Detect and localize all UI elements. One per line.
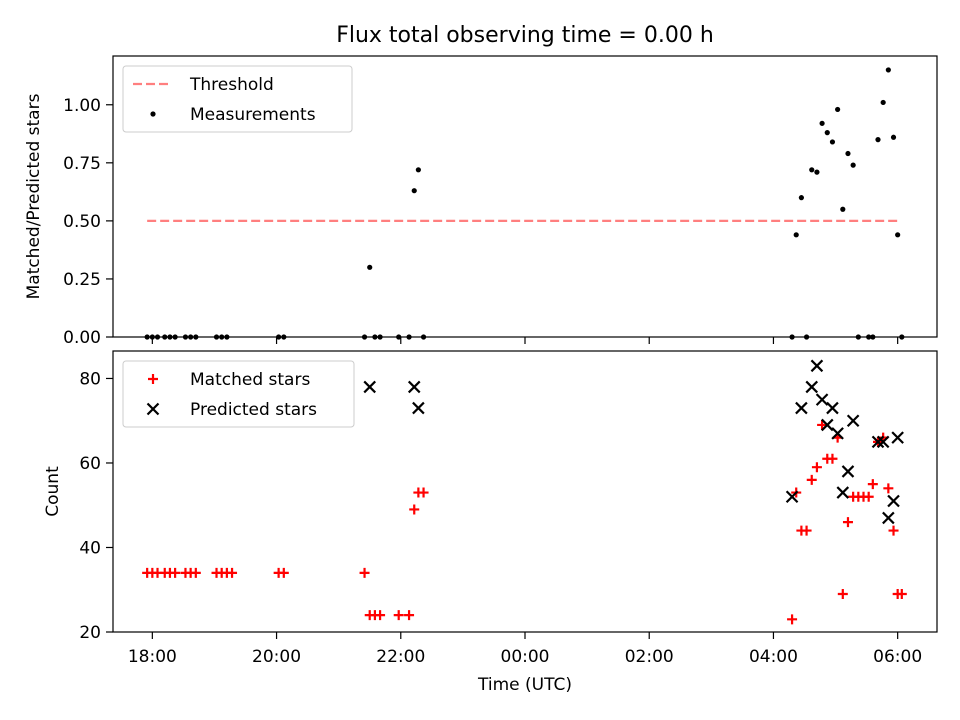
predicted-point xyxy=(826,401,839,415)
legend: Threshold Measurements xyxy=(122,65,353,133)
measurement-point xyxy=(880,99,886,106)
predicted-point xyxy=(407,380,421,394)
matched-point xyxy=(418,487,429,498)
y-tick-label: 0.50 xyxy=(63,212,101,232)
predicted-point xyxy=(831,427,844,440)
matched-point xyxy=(393,610,404,621)
predicted-point xyxy=(820,418,834,432)
measurement-point xyxy=(890,134,897,140)
legend-predicted-swatch xyxy=(146,402,160,416)
measurement-point xyxy=(824,130,830,136)
predicted-point xyxy=(887,494,900,508)
matched-point xyxy=(817,419,828,430)
chart-title: Flux total observing time = 0.00 h xyxy=(336,23,714,48)
y-tick-label: 0.25 xyxy=(63,270,101,290)
x-tick-label: 04:00 xyxy=(749,647,798,667)
measurement-point xyxy=(885,67,891,73)
matched-point xyxy=(409,504,420,515)
measurement-point xyxy=(845,150,851,157)
matched-point xyxy=(170,567,181,578)
predicted-point xyxy=(841,465,855,478)
measurement-point xyxy=(895,232,901,238)
y-axis-label: Matched/Predicted stars xyxy=(24,93,44,299)
predicted-point xyxy=(810,359,824,373)
y-tick-label: 0.00 xyxy=(63,328,101,348)
y-tick-label: 80 xyxy=(79,369,101,389)
matched-point xyxy=(827,453,838,464)
measurement-point xyxy=(840,206,846,212)
legend-label: Predicted stars xyxy=(190,400,317,420)
predicted-point xyxy=(805,380,819,394)
series-matched-stars xyxy=(142,419,907,625)
x-tick-label: 20:00 xyxy=(252,647,301,667)
matched-point xyxy=(842,517,853,528)
predicted-point xyxy=(891,431,904,444)
matched-point xyxy=(404,610,415,621)
legend-label: Measurements xyxy=(190,105,316,125)
x-tick-label: 18:00 xyxy=(128,647,177,667)
predicted-point xyxy=(836,486,850,499)
y-tick-label: 20 xyxy=(79,623,101,643)
predicted-point xyxy=(846,414,860,427)
matched-point xyxy=(867,479,878,490)
measurement-point xyxy=(411,188,417,194)
x-tick-label: 02:00 xyxy=(625,647,674,667)
matched-point xyxy=(801,525,812,536)
matched-point xyxy=(227,567,238,578)
matched-point xyxy=(888,525,899,536)
matched-point xyxy=(896,588,907,599)
legend-label: Matched stars xyxy=(190,370,310,390)
matched-point xyxy=(883,483,894,494)
measurement-point xyxy=(875,137,881,143)
legend-box xyxy=(122,65,353,133)
matched-point xyxy=(278,567,289,578)
y-tick-label: 40 xyxy=(79,538,101,558)
predicted-point xyxy=(815,393,829,406)
predicted-point xyxy=(871,435,885,449)
matched-point xyxy=(787,614,798,625)
measurement-point xyxy=(793,232,799,238)
series-predicted-stars xyxy=(363,359,904,525)
matched-point xyxy=(837,588,848,599)
legend-label: Threshold xyxy=(189,75,274,95)
matched-point xyxy=(359,567,370,578)
plot-frame xyxy=(112,350,938,633)
measurement-point xyxy=(835,106,841,113)
x-axis-label: Time (UTC) xyxy=(477,675,572,695)
predicted-point xyxy=(785,490,799,504)
measurement-point xyxy=(809,167,815,173)
y-axis-label: Count xyxy=(43,466,63,517)
matched-point xyxy=(811,462,822,473)
x-tick-label: 00:00 xyxy=(501,647,550,667)
measurement-point xyxy=(819,120,825,126)
plot-frame xyxy=(112,55,938,338)
y-tick-label: 0.75 xyxy=(63,154,101,174)
matched-point xyxy=(190,567,201,578)
legend: Matched stars Predicted stars xyxy=(122,360,355,428)
x-tick-label: 22:00 xyxy=(376,647,425,667)
measurement-point xyxy=(798,195,804,201)
top-panel: 0.00 0.25 0.50 0.75 1.00 Matched/Predicted st… xyxy=(24,55,938,348)
measurement-point xyxy=(415,167,421,173)
matched-point xyxy=(806,474,817,485)
x-tick-label: 06:00 xyxy=(873,647,922,667)
legend-box xyxy=(122,360,355,428)
measurement-point xyxy=(367,264,373,270)
legend-measurements-swatch xyxy=(150,111,156,117)
y-tick-label: 1.00 xyxy=(63,96,101,116)
measurement-point xyxy=(829,139,836,145)
predicted-point xyxy=(882,511,895,525)
bottom-panel: 20 40 60 80 18:00 20:00 22:00 00:00 02:00 04:00 06… xyxy=(43,350,938,695)
predicted-point xyxy=(876,435,890,449)
matched-point xyxy=(863,491,874,502)
predicted-point xyxy=(363,380,377,394)
legend-matched-swatch xyxy=(148,374,158,384)
matched-point xyxy=(375,610,386,621)
measurement-point xyxy=(850,162,856,168)
y-tick-label: 60 xyxy=(79,454,101,474)
measurement-point xyxy=(814,169,820,175)
predicted-point xyxy=(412,401,425,415)
predicted-point xyxy=(795,401,808,415)
